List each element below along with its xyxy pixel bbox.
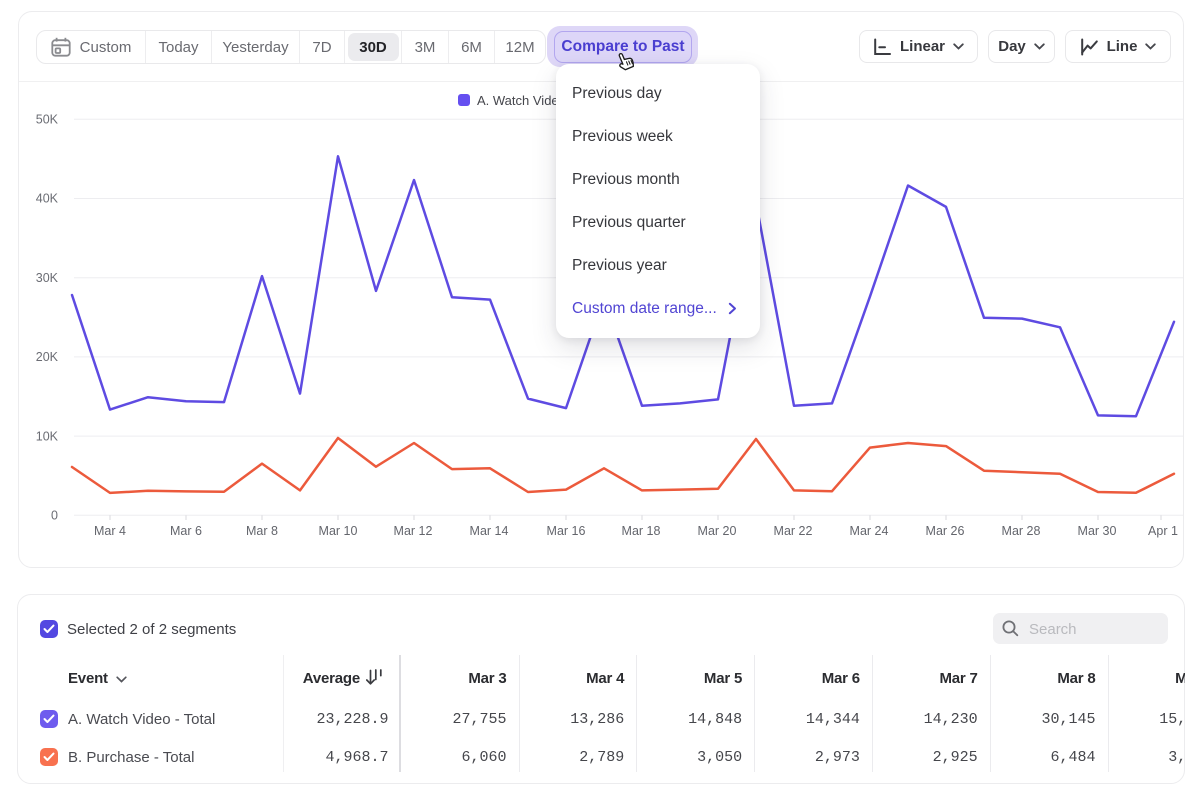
svg-text:Mar 20: Mar 20 — [698, 524, 737, 538]
svg-text:Mar 24: Mar 24 — [850, 524, 889, 538]
svg-text:50K: 50K — [36, 113, 59, 127]
svg-text:Mar 6: Mar 6 — [170, 524, 202, 538]
svg-text:Mar 14: Mar 14 — [470, 524, 509, 538]
svg-text:Mar 22: Mar 22 — [774, 524, 813, 538]
svg-text:Mar 16: Mar 16 — [547, 524, 586, 538]
svg-text:40K: 40K — [36, 192, 59, 206]
svg-text:Mar 12: Mar 12 — [394, 524, 433, 538]
svg-text:10K: 10K — [36, 429, 59, 443]
svg-text:Mar 4: Mar 4 — [94, 524, 126, 538]
svg-text:Mar 18: Mar 18 — [622, 524, 661, 538]
svg-text:Mar 26: Mar 26 — [926, 524, 965, 538]
svg-text:Mar 10: Mar 10 — [319, 524, 358, 538]
svg-text:Mar 8: Mar 8 — [246, 524, 278, 538]
svg-text:20K: 20K — [36, 350, 59, 364]
svg-text:Mar 28: Mar 28 — [1002, 524, 1041, 538]
svg-text:30K: 30K — [36, 271, 59, 285]
svg-text:Mar 30: Mar 30 — [1078, 524, 1117, 538]
svg-text:0: 0 — [51, 509, 58, 523]
svg-text:Apr 1: Apr 1 — [1148, 524, 1178, 538]
